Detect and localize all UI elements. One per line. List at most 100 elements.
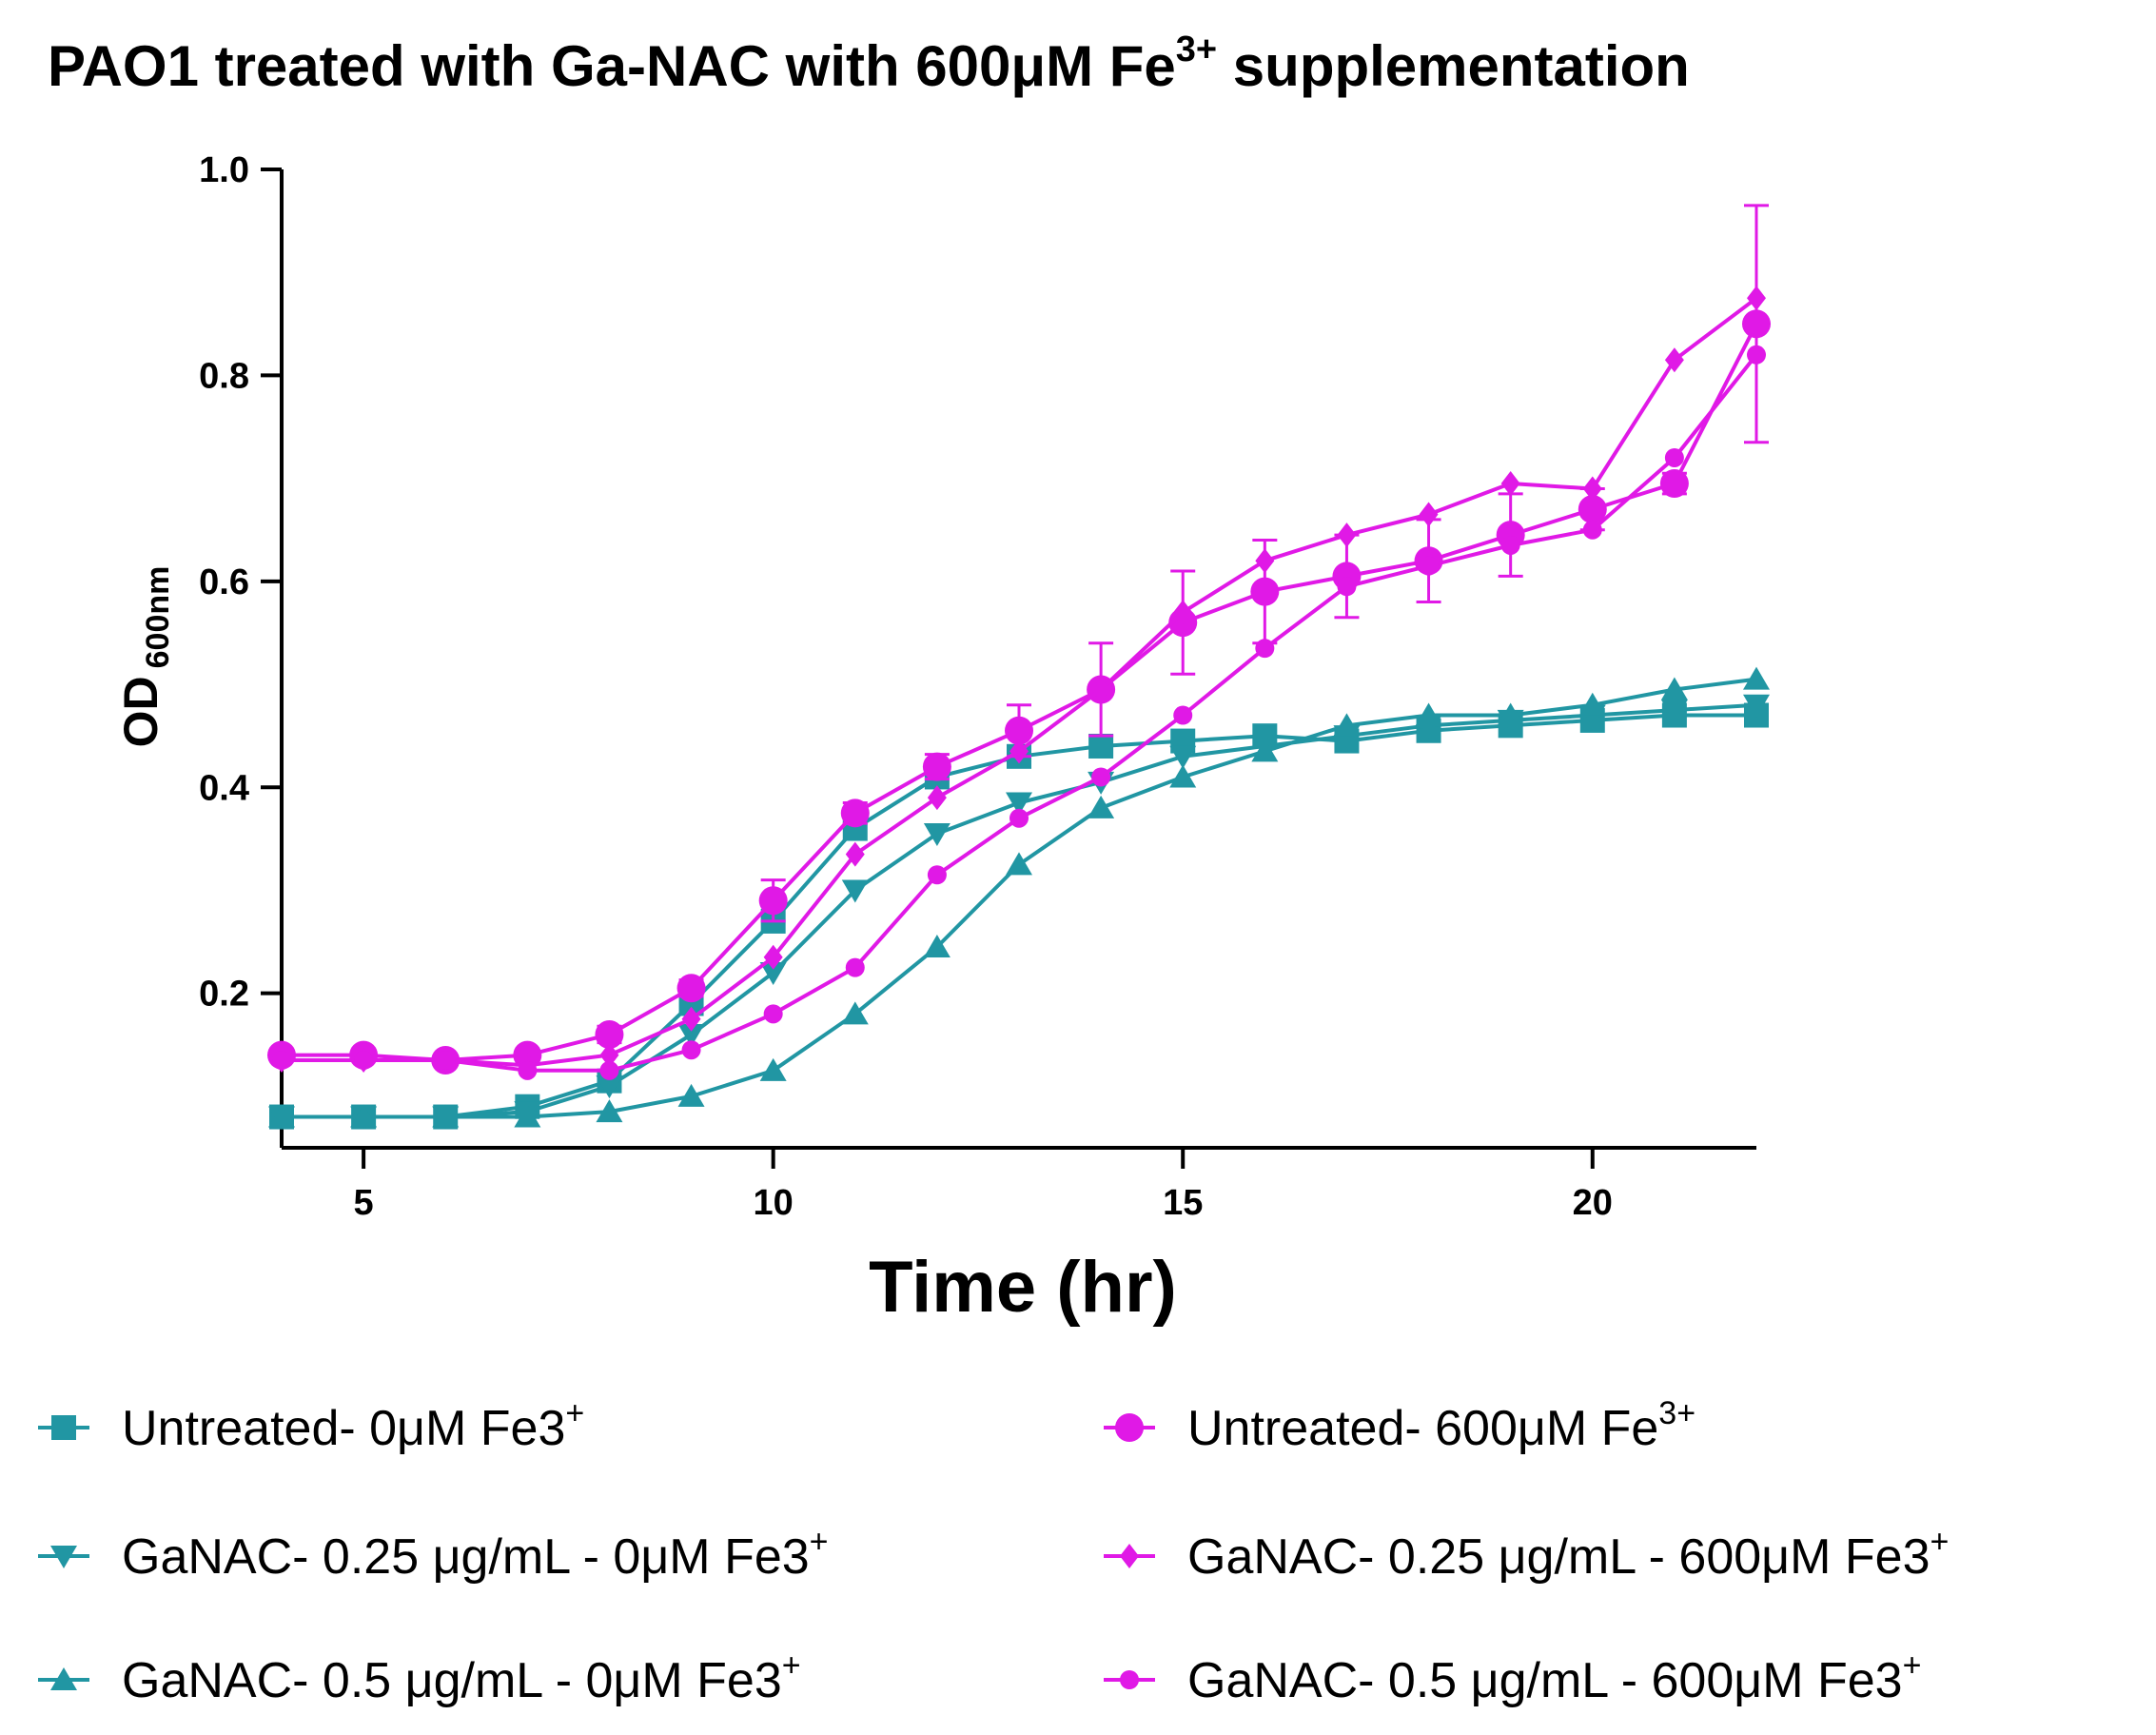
data-point (1173, 705, 1193, 725)
data-point (927, 865, 947, 885)
data-point (1743, 666, 1770, 690)
legend-item: GaNAC- 0.25 μg/mL - 600μM Fe3+ (1104, 1524, 1949, 1585)
data-point (596, 1099, 623, 1123)
legend: Untreated- 0μM Fe3+GaNAC- 0.25 μg/mL - 0… (38, 1395, 1949, 1708)
y-tick-label: 0.4 (199, 768, 249, 808)
data-point (1091, 767, 1111, 787)
data-point (268, 1104, 295, 1128)
axes (280, 169, 1756, 1150)
legend-item: GaNAC- 0.5 μg/mL - 0μM Fe3+ (38, 1647, 801, 1708)
data-point (1497, 702, 1524, 726)
legend-label: GaNAC- 0.25 μg/mL - 0μM Fe3+ (122, 1524, 829, 1585)
data-point (1419, 502, 1439, 527)
legend-marker (1115, 1413, 1144, 1442)
series-3 (268, 666, 1770, 1128)
series-5 (272, 286, 1766, 1078)
data-point (1419, 556, 1439, 576)
legend-label-main: Untreated- 0μM Fe3 (122, 1401, 565, 1456)
x-axis-title: Time (hr) (869, 1247, 1177, 1328)
data-point (1169, 764, 1197, 788)
y-tick-label: 0.8 (199, 356, 249, 396)
chart-title: PAO1 treated with Ga-NAC with 600μM Fe3+… (48, 30, 1690, 98)
data-point (1088, 795, 1115, 818)
plot-area (267, 204, 1771, 1130)
data-point (681, 1040, 701, 1060)
y-ticks: 0.2 0.4 0.6 0.8 1.0 (199, 150, 282, 1015)
data-point (1747, 286, 1766, 311)
legend-label: GaNAC- 0.25 μg/mL - 600μM Fe3+ (1187, 1524, 1949, 1585)
legend-label-main: Untreated- 600μM Fe (1187, 1401, 1658, 1456)
data-point (1251, 739, 1279, 762)
x-tick-label: 10 (754, 1183, 794, 1223)
data-point (677, 1023, 705, 1047)
y-tick-label: 1.0 (199, 150, 249, 190)
data-point (436, 1051, 456, 1071)
x-tick-label: 5 (354, 1183, 374, 1223)
legend-item: Untreated- 0μM Fe3+ (38, 1395, 584, 1456)
data-point (1337, 522, 1357, 548)
data-point (1500, 471, 1520, 497)
legend-label-superscript: + (1903, 1647, 1922, 1684)
legend-label-main: GaNAC- 0.25 μg/mL - 600μM Fe3 (1187, 1529, 1931, 1585)
data-point (1009, 739, 1029, 764)
legend-marker (1120, 1544, 1139, 1568)
x-ticks: 5 10 15 20 (354, 1148, 1613, 1223)
series-line (282, 296, 1758, 1068)
data-point (923, 822, 951, 846)
data-point (1578, 495, 1607, 524)
data-point (354, 1051, 374, 1071)
data-point (1747, 345, 1766, 365)
legend-label-superscript: 3+ (1658, 1395, 1695, 1431)
data-point (1664, 447, 1684, 467)
data-point (599, 1060, 619, 1080)
data-point (1250, 577, 1280, 606)
data-point (350, 1104, 378, 1128)
data-point (1578, 692, 1606, 716)
legend-item: Untreated- 600μM Fe3+ (1104, 1395, 1695, 1456)
data-point (923, 934, 951, 957)
data-point (1500, 535, 1520, 555)
legend-marker (51, 1415, 76, 1440)
y-tick-label: 0.2 (199, 975, 249, 1015)
legend-label-main: GaNAC- 0.5 μg/mL - 0μM Fe3 (122, 1653, 782, 1708)
data-point (1005, 716, 1033, 745)
data-point (841, 879, 869, 903)
legend-marker (50, 1546, 77, 1568)
data-point (599, 1042, 619, 1068)
data-point (1337, 577, 1357, 597)
data-point (681, 1006, 701, 1032)
data-point (845, 957, 865, 977)
legend-item: GaNAC- 0.25 μg/mL - 0μM Fe3+ (38, 1524, 829, 1585)
data-point (1169, 745, 1197, 769)
data-point (1088, 733, 1114, 759)
data-point (677, 1083, 705, 1107)
data-point (1664, 347, 1684, 373)
data-point (1255, 548, 1275, 574)
series-line (282, 323, 1758, 1062)
title-superscript: 3+ (1176, 30, 1217, 69)
data-point (1415, 702, 1442, 726)
data-point (432, 1104, 460, 1128)
legend-item: GaNAC- 0.5 μg/mL - 600μM Fe3+ (1104, 1647, 1921, 1708)
y-tick-label: 0.6 (199, 562, 249, 602)
data-point (595, 1019, 624, 1049)
x-tick-label: 15 (1163, 1183, 1203, 1223)
legend-marker (1120, 1670, 1139, 1689)
title-tail: supplementation (1217, 34, 1690, 98)
data-point (927, 785, 947, 811)
legend-label: GaNAC- 0.5 μg/mL - 600μM Fe3+ (1187, 1647, 1921, 1708)
legend-label-main: GaNAC- 0.5 μg/mL - 600μM Fe3 (1187, 1653, 1903, 1708)
data-point (758, 886, 788, 916)
data-point (272, 1051, 291, 1071)
data-point (840, 798, 870, 828)
y-axis-title-main: OD (114, 676, 167, 747)
legend-label: Untreated- 0μM Fe3+ (122, 1395, 584, 1456)
data-point (1582, 520, 1602, 540)
legend-label-main: GaNAC- 0.25 μg/mL - 0μM Fe3 (122, 1529, 810, 1585)
series-4 (267, 204, 1771, 1075)
data-point (1743, 694, 1770, 718)
data-point (845, 841, 865, 867)
data-point (841, 1001, 869, 1025)
legend-label: Untreated- 600μM Fe3+ (1187, 1395, 1695, 1456)
